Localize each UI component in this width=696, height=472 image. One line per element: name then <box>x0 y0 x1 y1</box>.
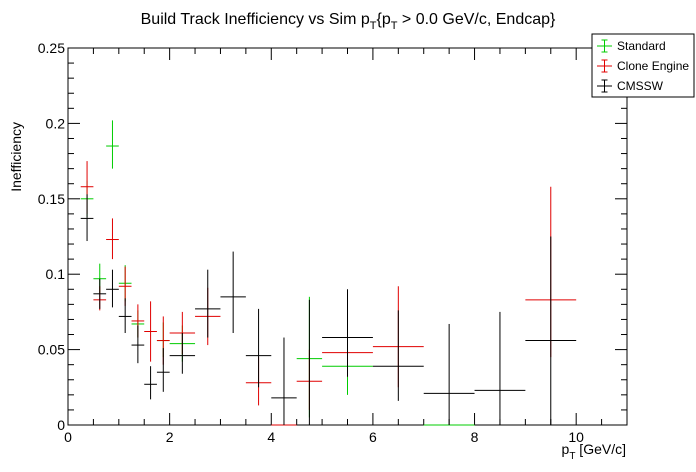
y-axis-title: Inefficiency <box>8 122 24 192</box>
legend-label: CMSSW <box>617 79 664 93</box>
legend-item: CMSSW <box>597 79 664 93</box>
x-tick-label: 6 <box>369 429 377 445</box>
data-point <box>245 308 272 388</box>
data-point <box>322 289 373 377</box>
y-tick-label: 0.2 <box>46 115 66 131</box>
y-tick-label: 0.15 <box>38 191 65 207</box>
legend: Standard Clone Engine CMSSW <box>591 33 695 98</box>
data-point <box>195 269 221 338</box>
data-point <box>296 299 323 426</box>
data-point <box>106 120 119 169</box>
data-point <box>423 323 475 425</box>
y-tick-label: 0.05 <box>38 342 65 358</box>
data-point <box>80 194 94 242</box>
x-tick-label: 8 <box>471 429 479 445</box>
x-tick-label: 10 <box>568 429 584 445</box>
legend-label: Standard <box>617 39 666 53</box>
data-point <box>144 366 157 400</box>
data-point <box>169 333 196 374</box>
data-point <box>131 325 145 364</box>
x-tick-label: 2 <box>166 429 174 445</box>
x-tick-label: 4 <box>267 429 275 445</box>
y-tick-label: 0.1 <box>46 266 66 282</box>
legend-item: Clone Engine <box>597 59 689 73</box>
chart-title: Build Track Inefficiency vs Sim pT{pT > … <box>141 11 556 32</box>
legend-label: Clone Engine <box>617 59 689 73</box>
data-point <box>106 269 119 308</box>
x-tick-label: 0 <box>64 429 72 445</box>
data-point <box>106 218 119 260</box>
data-point <box>156 348 170 392</box>
data-point <box>474 311 526 425</box>
y-tick-label: 0.25 <box>38 40 65 56</box>
data-point <box>271 337 297 425</box>
x-axis-title: pT [GeV/c] <box>562 441 626 462</box>
data-point <box>372 310 424 401</box>
legend-item: Standard <box>597 39 666 53</box>
data-point <box>525 236 577 425</box>
data-point <box>118 298 132 334</box>
series-cmssw <box>80 194 577 426</box>
data-point <box>93 278 107 309</box>
series-layer <box>80 120 577 426</box>
data-point <box>220 251 246 334</box>
data-point <box>144 301 157 362</box>
axis-tick-labels: 0 2 4 6 8 10 0 0.05 0.1 0.15 0.2 0.25 <box>38 40 584 445</box>
y-tick-label: 0 <box>57 417 65 433</box>
